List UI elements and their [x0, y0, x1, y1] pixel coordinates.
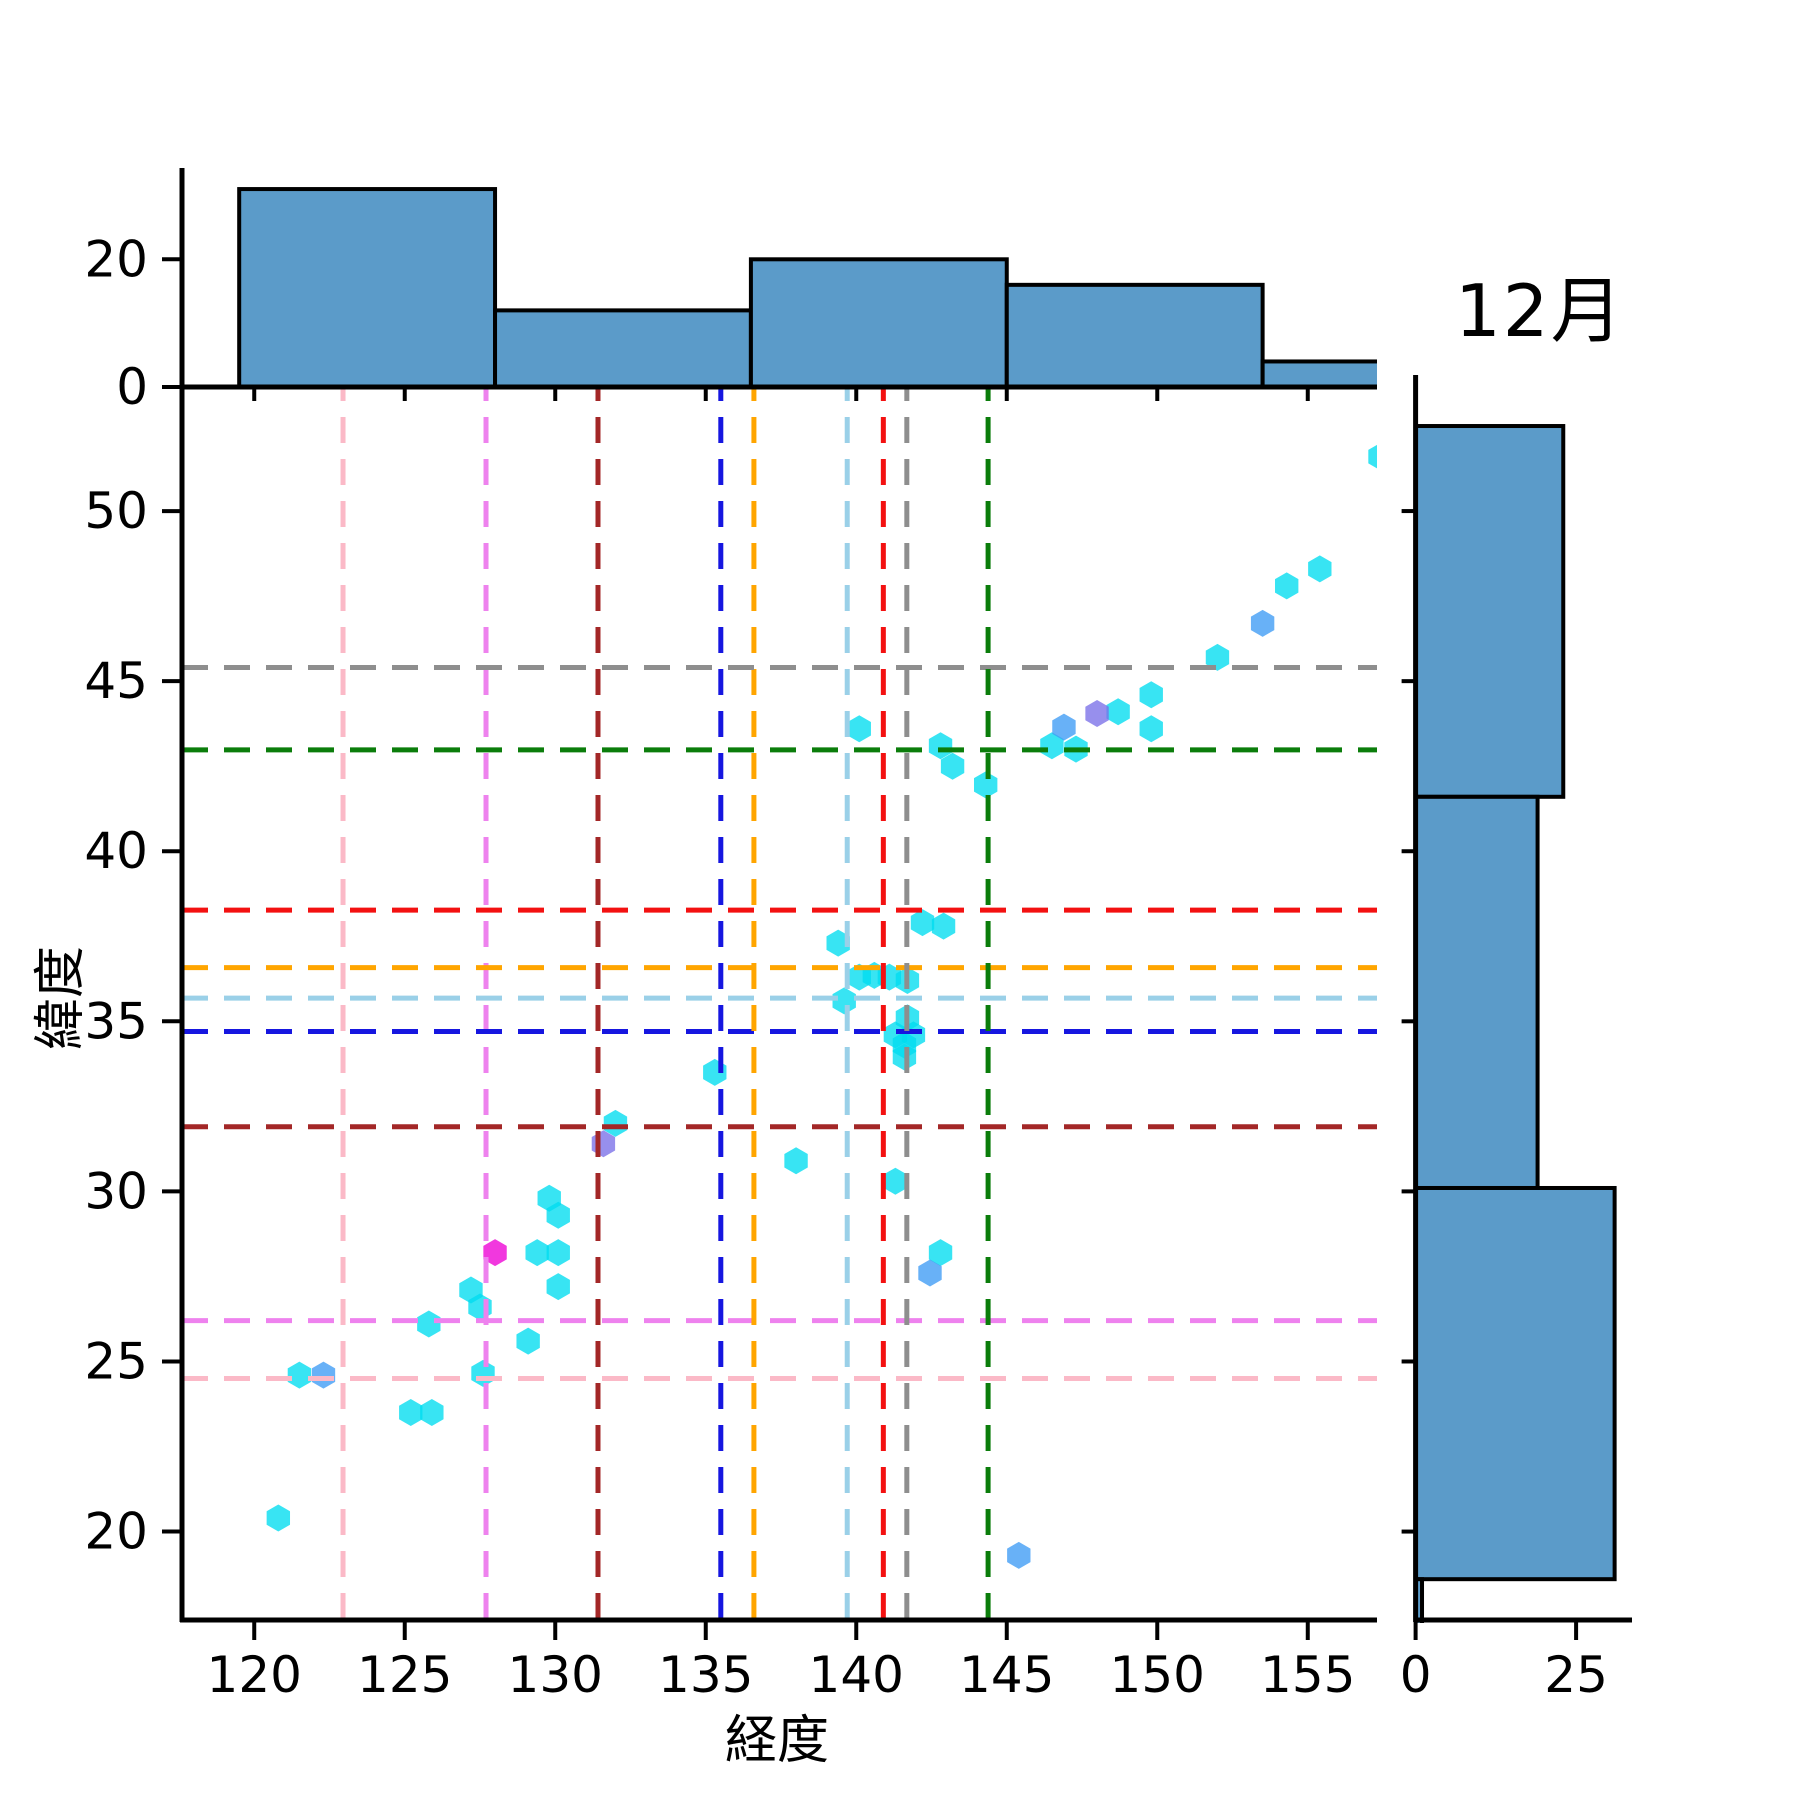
- x-axis-tick-label: 135: [658, 1646, 753, 1704]
- scatter-point-cyan: [1040, 732, 1064, 760]
- scatter-point-cyan: [973, 771, 998, 799]
- right-histogram-bar: [1415, 424, 1566, 799]
- scatter-point-cyan: [847, 715, 871, 743]
- scatter-point-cyan: [931, 912, 956, 940]
- scatter-point-cyan: [883, 1167, 908, 1195]
- scatter-point-cyan: [928, 1239, 953, 1267]
- top-histogram-bar: [1004, 282, 1265, 389]
- scatter-point-cyan: [417, 1310, 441, 1338]
- x-axis-tick-label: 155: [1260, 1646, 1355, 1704]
- scatter-point-blue: [1250, 609, 1275, 637]
- y-axis-tick-label: 45: [84, 652, 148, 710]
- scatter-point-cyan: [1106, 698, 1130, 726]
- scatter-point-cyan: [910, 909, 935, 937]
- scatter-point-cyan: [940, 752, 965, 780]
- scatter-point-cyan: [826, 929, 850, 957]
- scatter-point-purple: [1085, 699, 1109, 727]
- crosshair-layer: [182, 375, 1377, 1620]
- scatter-point-cyan: [546, 1201, 570, 1229]
- right-hist-tick-label: 0: [1400, 1646, 1432, 1704]
- x-axis-tick-label: 120: [207, 1646, 302, 1704]
- scatter-point-cyan: [399, 1399, 423, 1426]
- scatter-point-cyan: [287, 1361, 312, 1389]
- scatter-point-cyan: [784, 1147, 808, 1175]
- top-hist-tick-label: 0: [116, 358, 148, 416]
- top-hist-tick-label: 20: [84, 230, 148, 288]
- scatter-point-cyan: [1275, 572, 1299, 600]
- y-axis-tick-label: 25: [84, 1332, 148, 1390]
- top-histogram-layer: [237, 187, 1377, 390]
- x-axis-tick-label: 125: [357, 1646, 452, 1704]
- scatter-point-blue: [918, 1259, 942, 1287]
- x-axis-tick-label: 130: [508, 1646, 603, 1704]
- top-histogram-bar: [237, 187, 498, 389]
- scatter-point-cyan: [603, 1109, 628, 1137]
- y-axis-tick-label: 20: [84, 1503, 148, 1561]
- scatter-point-cyan: [266, 1504, 291, 1532]
- y-axis-tick-label: 40: [84, 822, 148, 880]
- scatter-point-cyan: [525, 1239, 549, 1267]
- x-axis-tick-label: 150: [1110, 1646, 1205, 1704]
- scatter-point-cyan: [546, 1273, 570, 1301]
- scatter-point-cyan: [1368, 444, 1377, 469]
- right-histogram-bar: [1415, 794, 1540, 1190]
- right-histogram-layer: [1415, 424, 1617, 1623]
- y-axis-tick-label: 50: [84, 482, 148, 540]
- right-histogram-bar: [1415, 1577, 1425, 1623]
- scatter-point-cyan: [420, 1399, 444, 1426]
- scatter-point-cyan: [928, 732, 953, 760]
- scatter-point-cyan: [1308, 555, 1332, 583]
- scatter-point-cyan: [516, 1327, 540, 1355]
- scatter-point-cyan: [546, 1239, 570, 1267]
- page-title: 12月: [1455, 269, 1625, 353]
- scatter-point-cyan: [832, 987, 856, 1015]
- top-histogram-bar: [493, 308, 753, 390]
- top-histogram-bar: [748, 257, 1009, 389]
- right-hist-tick-label: 25: [1544, 1646, 1608, 1704]
- x-axis-tick-label: 145: [959, 1646, 1054, 1704]
- y-axis-tick-label: 35: [84, 992, 148, 1050]
- scatter-point-magenta: [483, 1239, 507, 1267]
- right-histogram-bar: [1415, 1185, 1617, 1582]
- scatter-point-cyan: [1139, 681, 1163, 709]
- y-axis-label: 緯度: [31, 945, 91, 1050]
- scatter-point-cyan: [1205, 643, 1230, 671]
- x-axis-tick-label: 140: [809, 1646, 904, 1704]
- y-axis-tick-label: 30: [84, 1162, 148, 1220]
- scatter-layer: [266, 444, 1377, 1569]
- scatter-point-blue: [1052, 713, 1076, 741]
- scatter-point-cyan: [1139, 715, 1163, 743]
- scatter-point-blue: [311, 1361, 336, 1389]
- x-axis-label: 経度: [725, 1711, 830, 1771]
- scatter-point-blue: [1007, 1541, 1031, 1569]
- top-histogram-bar: [1260, 359, 1377, 389]
